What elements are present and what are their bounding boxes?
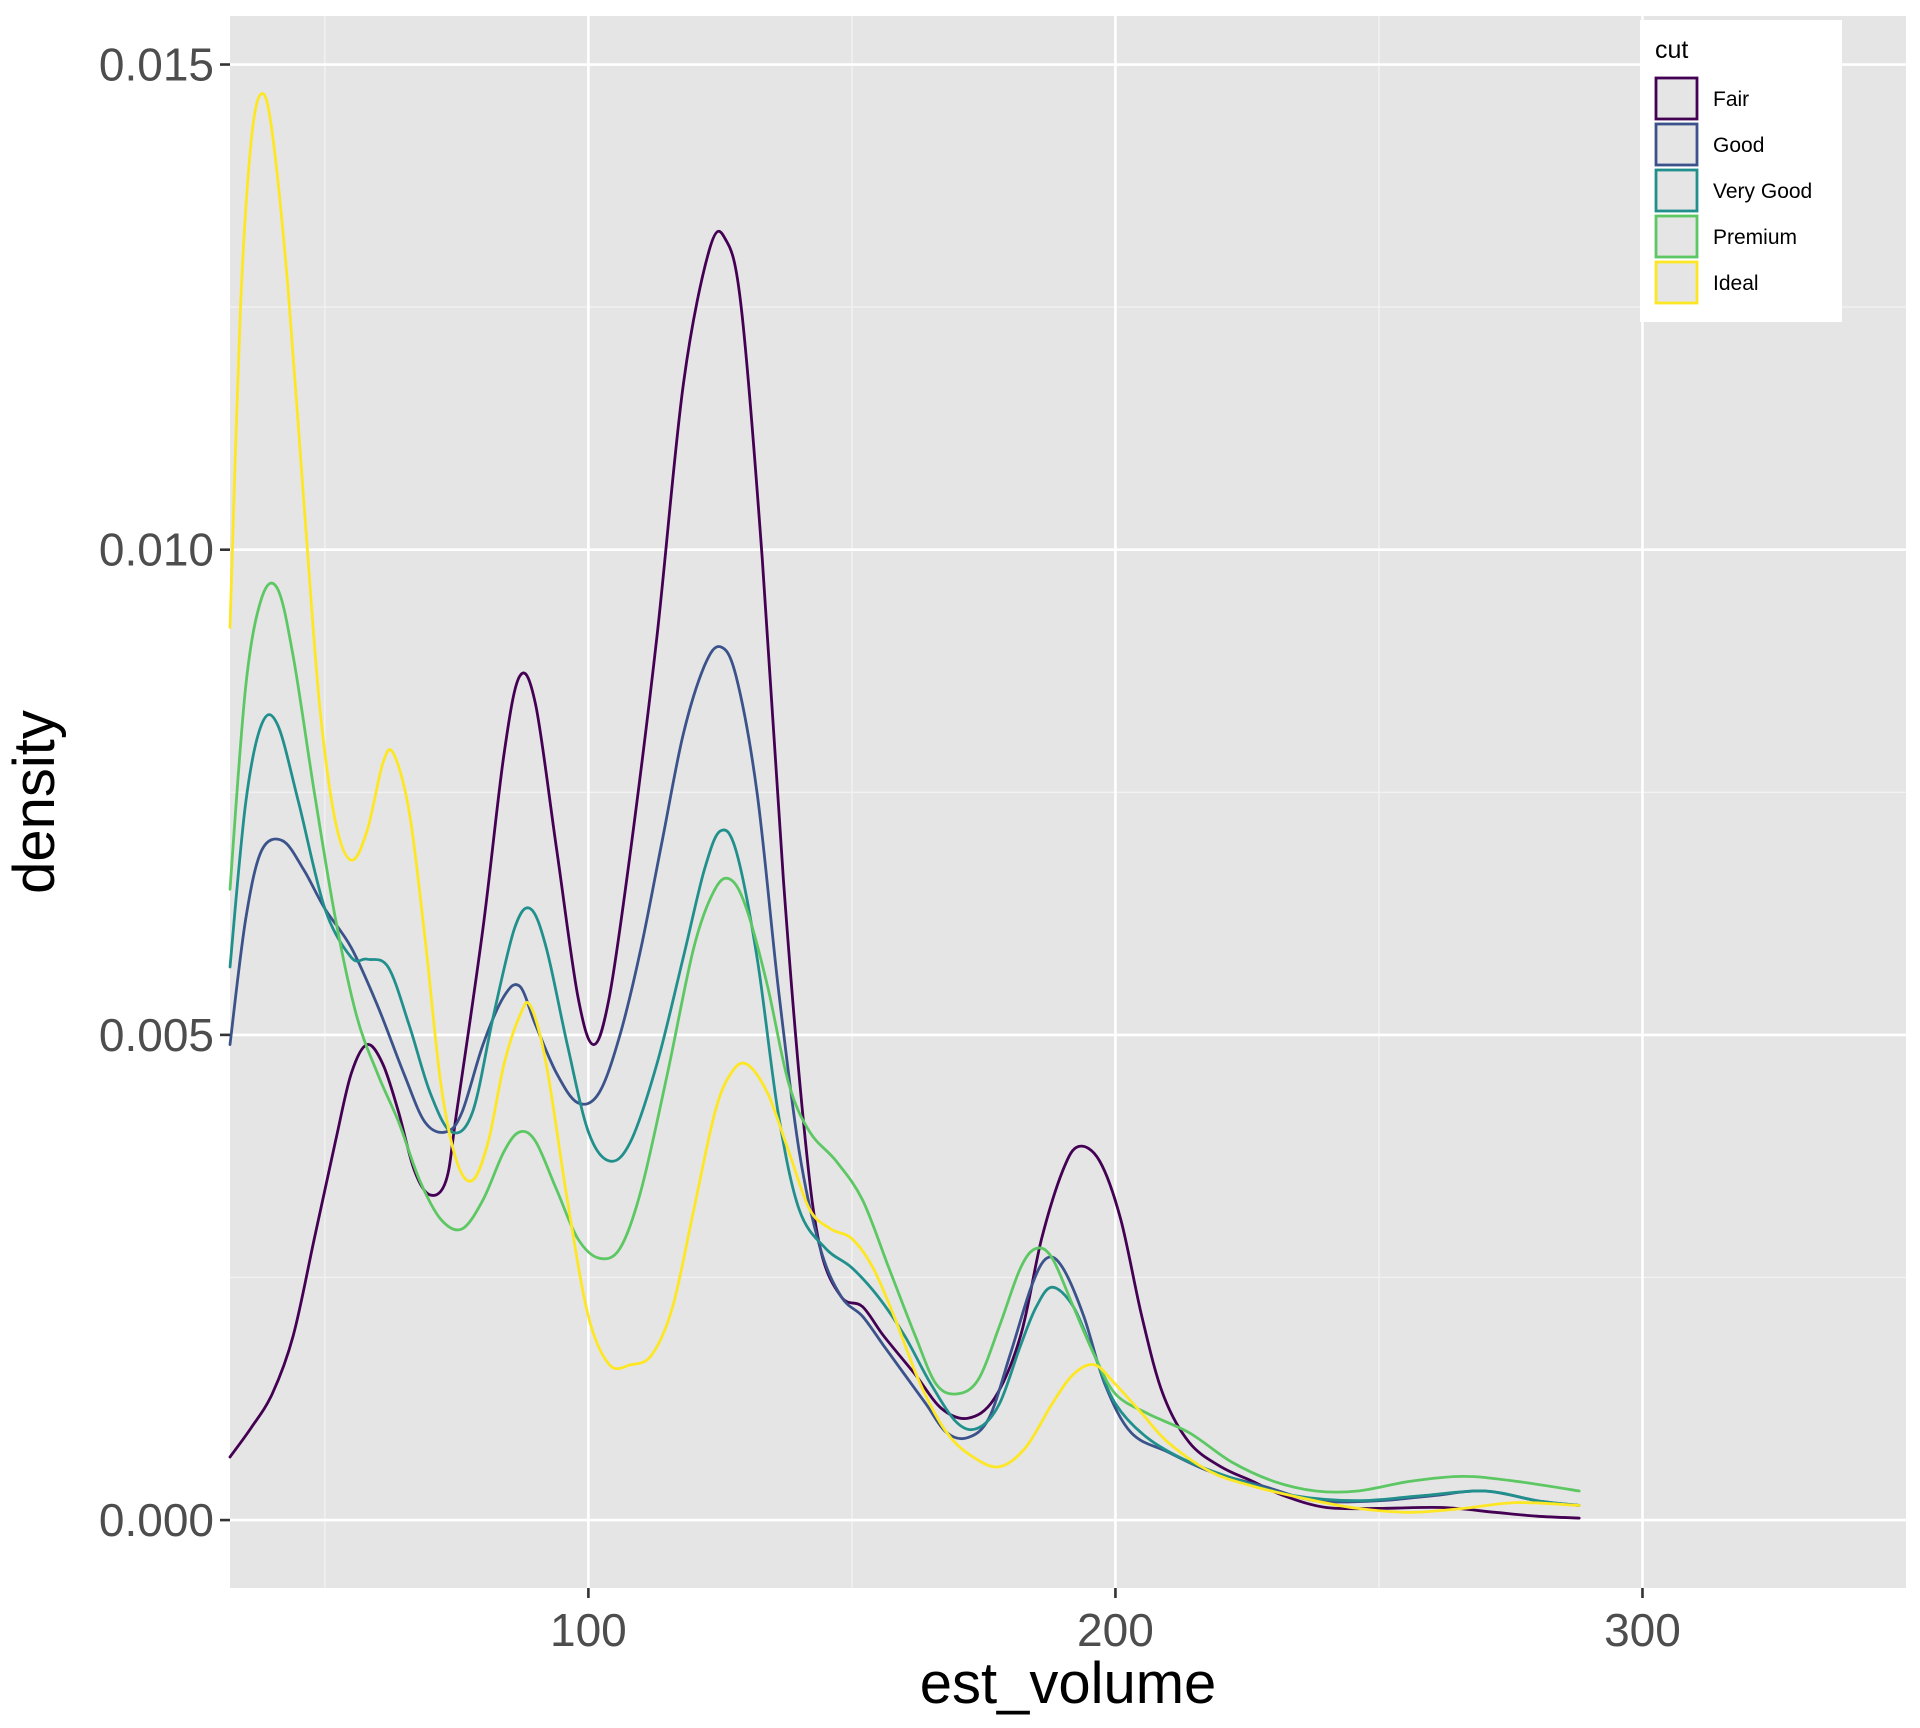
y-tick-label: 0.015 xyxy=(99,39,214,91)
legend-label-good: Good xyxy=(1713,134,1764,157)
plot-panel xyxy=(230,16,1906,1588)
legend-title: cut xyxy=(1655,36,1688,64)
gridlines xyxy=(230,16,1906,1588)
x-tick-label: 300 xyxy=(1604,1604,1681,1656)
series-line-very-good xyxy=(228,713,1581,1507)
legend-label-fair: Fair xyxy=(1713,88,1749,111)
legend-key-premium xyxy=(1654,214,1699,259)
legend-key-ideal xyxy=(1654,260,1699,305)
legend-label-very-good: Very Good xyxy=(1713,180,1812,203)
y-tick-label: 0.005 xyxy=(99,1009,214,1061)
legend-key-fair xyxy=(1654,76,1699,121)
legend-key-very-good xyxy=(1654,168,1699,213)
series-line-ideal xyxy=(228,92,1581,1514)
y-tick-label: 0.000 xyxy=(99,1494,214,1546)
x-axis-title: est_volume xyxy=(920,1651,1217,1716)
y-axis-title: density xyxy=(2,710,67,894)
y-tick-label: 0.010 xyxy=(99,524,214,576)
legend-label-premium: Premium xyxy=(1713,226,1797,249)
axes: 0.000 0.005 0.010 0.015 100 200 300 xyxy=(99,39,1681,1656)
x-tick-label: 200 xyxy=(1077,1604,1154,1656)
density-lines xyxy=(228,92,1581,1520)
legend-key-good xyxy=(1654,122,1699,167)
series-line-good xyxy=(228,645,1581,1507)
x-tick-label: 100 xyxy=(550,1604,627,1656)
legend: cut Fair Good Very Good Premium Ideal xyxy=(1640,20,1842,322)
legend-label-ideal: Ideal xyxy=(1713,272,1759,295)
